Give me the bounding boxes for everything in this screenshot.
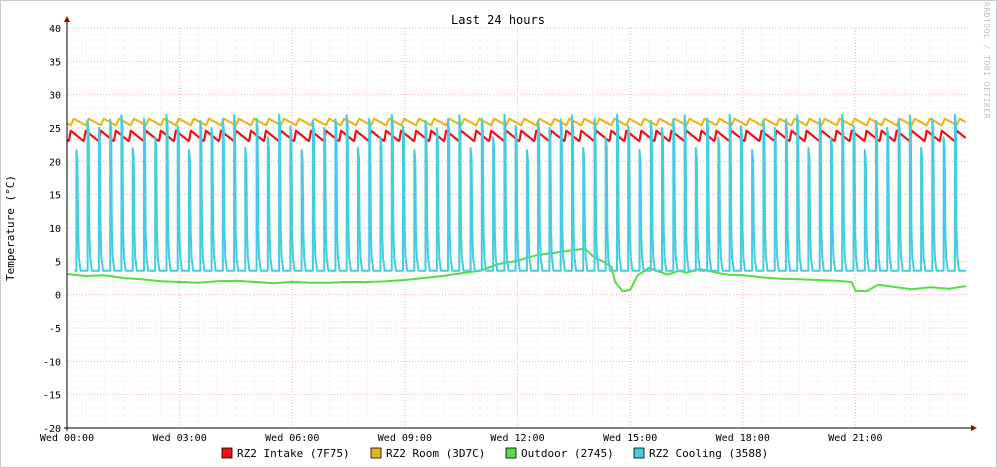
legend-swatch-3	[633, 447, 645, 459]
rrdtool-watermark: RRDTOOL / TOBI OETIKER	[982, 2, 991, 119]
legend-swatch-1	[370, 447, 382, 459]
legend-swatch-2	[505, 447, 517, 459]
x-tick-label: Wed 09:00	[378, 433, 432, 444]
y-tick-label: -15	[43, 391, 61, 402]
y-tick-label: 5	[55, 257, 61, 268]
legend-label-1: RZ2 Room (3D7C)	[386, 447, 485, 460]
series-line-1	[66, 117, 967, 127]
x-tick-label: Wed 18:00	[716, 433, 770, 444]
y-tick-label: 30	[49, 91, 61, 102]
series-group	[66, 113, 967, 293]
series-line-3	[74, 113, 967, 272]
grid	[66, 27, 968, 429]
y-tick-label: -20	[43, 424, 61, 435]
x-axis-arrow	[971, 425, 977, 431]
x-tick-label: Wed 06:00	[265, 433, 319, 444]
legend-label-2: Outdoor (2745)	[521, 447, 614, 460]
y-tick-label: -5	[49, 324, 61, 335]
y-tick-label: -10	[43, 357, 61, 368]
x-tick-label: Wed 03:00	[153, 433, 207, 444]
legend: RZ2 Intake (7F75) RZ2 Room (3D7C) Outdoor …	[221, 447, 768, 460]
x-tick-label: Wed 12:00	[490, 433, 544, 444]
legend-swatch-0	[221, 447, 233, 459]
y-tick-label: 15	[49, 191, 61, 202]
y-tick-label: 35	[49, 57, 61, 68]
legend-label-3: RZ2 Cooling (3588)	[649, 447, 768, 460]
y-tick-label: 25	[49, 124, 61, 135]
y-axis-label: Temperature (°C)	[4, 175, 17, 281]
y-tick-label: 20	[49, 157, 61, 168]
y-tick-label: 0	[55, 291, 61, 302]
x-tick-label: Wed 21:00	[828, 433, 882, 444]
series-line-2	[66, 247, 967, 293]
y-tick-label: 10	[49, 224, 61, 235]
x-tick-label: Wed 15:00	[603, 433, 657, 444]
y-tick-label: 40	[49, 24, 61, 35]
x-tick-label: Wed 00:00	[40, 433, 94, 444]
y-axis-arrow	[64, 16, 70, 22]
chart-title: Last 24 hours	[451, 13, 545, 27]
legend-label-0: RZ2 Intake (7F75)	[237, 447, 350, 460]
